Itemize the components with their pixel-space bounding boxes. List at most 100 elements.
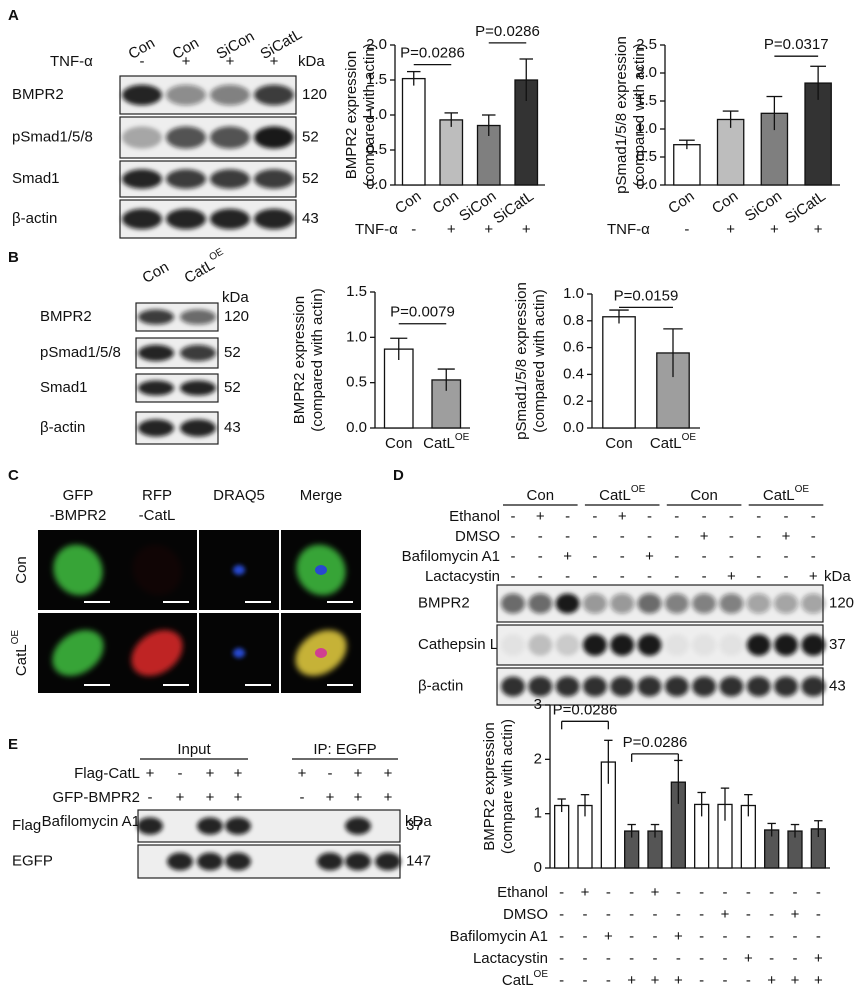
condition-sign: - [653,906,658,923]
blot-row-name: BMPR2 [12,86,64,103]
group-label: Con [527,487,555,504]
condition-sign: + [627,972,636,989]
x-tick-label: Con [605,435,633,452]
band [610,676,635,697]
condition-sign: - [653,950,658,967]
x-tick-label: CatL [650,435,682,452]
condition-sign: - [606,972,611,989]
column-label: -CatL [139,507,176,524]
condition-sign: - [811,508,816,525]
kda-value: 37 [406,817,423,834]
condition-sign: - [746,906,751,923]
condition-name: Bafilomycin A1 [402,548,500,565]
condition-sign: + [326,789,335,806]
bar [439,119,464,186]
y-tick-label: 3 [534,696,542,713]
band [122,208,162,230]
condition-name: Ethanol [497,884,548,901]
condition-sign: - [756,548,761,565]
condition-sign: - [684,221,689,238]
band [610,593,635,614]
condition-sign: - [769,884,774,901]
condition-sign: - [629,906,634,923]
y-axis-label: (compared with actin) [361,43,378,186]
condition-sign: - [816,884,821,901]
condition-sign: - [511,568,516,585]
condition-sign: - [676,906,681,923]
condition-sign: + [814,972,823,989]
kda-value: 52 [302,128,319,145]
condition-sign: - [559,950,564,967]
condition-sign: - [538,528,543,545]
blot-row-name: EGFP [12,852,53,869]
condition-sign: - [816,906,821,923]
condition-sign: - [647,508,652,525]
condition-sign: - [328,765,333,782]
blot-row-name: β-actin [40,419,85,436]
condition-sign: - [620,548,625,565]
row-label: CatLOE [10,630,30,676]
band [210,208,250,230]
x-tick-label: SiCon [456,188,499,225]
nucleus [315,565,327,575]
condition-name: GFP-BMPR2 [52,789,140,806]
condition-sign: - [769,906,774,923]
condition-sign: - [811,548,816,565]
band [774,634,798,656]
condition-sign: + [536,508,545,525]
condition-sign: + [581,884,590,901]
p-value: P=0.0286 [553,701,618,718]
condition-sign: + [727,568,736,585]
kda-value: 52 [224,344,241,361]
kda-label: kDa [824,568,851,585]
condition-sign: - [565,508,570,525]
condition-sign: + [176,789,185,806]
condition-sign: + [674,928,683,945]
condition-sign: - [620,568,625,585]
condition-sign: - [729,508,734,525]
condition-sign: - [511,548,516,565]
condition-sign: + [727,568,736,585]
p-value: P=0.0286 [475,23,540,40]
column-label: -CatL [139,507,176,524]
y-tick-label: 2.0 [366,36,387,53]
condition-sign: - [746,972,751,989]
blot-row-name: β-actin [418,677,463,694]
condition-sign: - [559,928,564,945]
condition-sign: - [140,53,145,70]
p-value: P=0.0286 [400,45,465,62]
blot-row-name: β-actin [418,677,463,694]
kda-label: kDa [405,813,432,830]
condition-name: TNF-α [355,221,398,238]
condition-sign: + [384,789,393,806]
condition-sign: - [538,548,543,565]
blot-row-name: β-actin [12,210,57,227]
condition-sign: + [814,221,823,238]
condition-sign: - [756,568,761,585]
y-tick-label: 1 [534,805,542,822]
condition-sign: - [746,928,751,945]
condition-name: DMSO [455,528,500,545]
condition-sign: + [326,789,335,806]
condition-sign: - [606,906,611,923]
condition-sign: - [148,789,153,806]
band [210,84,250,106]
band [345,817,371,835]
condition-sign: + [814,972,823,989]
condition-sign: - [300,789,305,806]
x-tick-label: Con [392,188,424,218]
condition-sign: - [511,528,516,545]
kda-value: 37 [829,636,846,653]
y-axis-label: pSmad1/5/8 expression [613,36,630,194]
condition-sign: - [793,884,798,901]
y-tick-label: 1.0 [366,106,387,123]
y-tick-label: 1.5 [366,71,387,88]
condition-sign: - [702,568,707,585]
condition-sign: + [581,884,590,901]
y-tick-label: 1.0 [346,328,367,345]
condition-sign: + [298,765,307,782]
condition-sign: + [146,765,155,782]
condition-sign: + [384,765,393,782]
condition-sign: - [723,928,728,945]
condition-sign: + [354,765,363,782]
